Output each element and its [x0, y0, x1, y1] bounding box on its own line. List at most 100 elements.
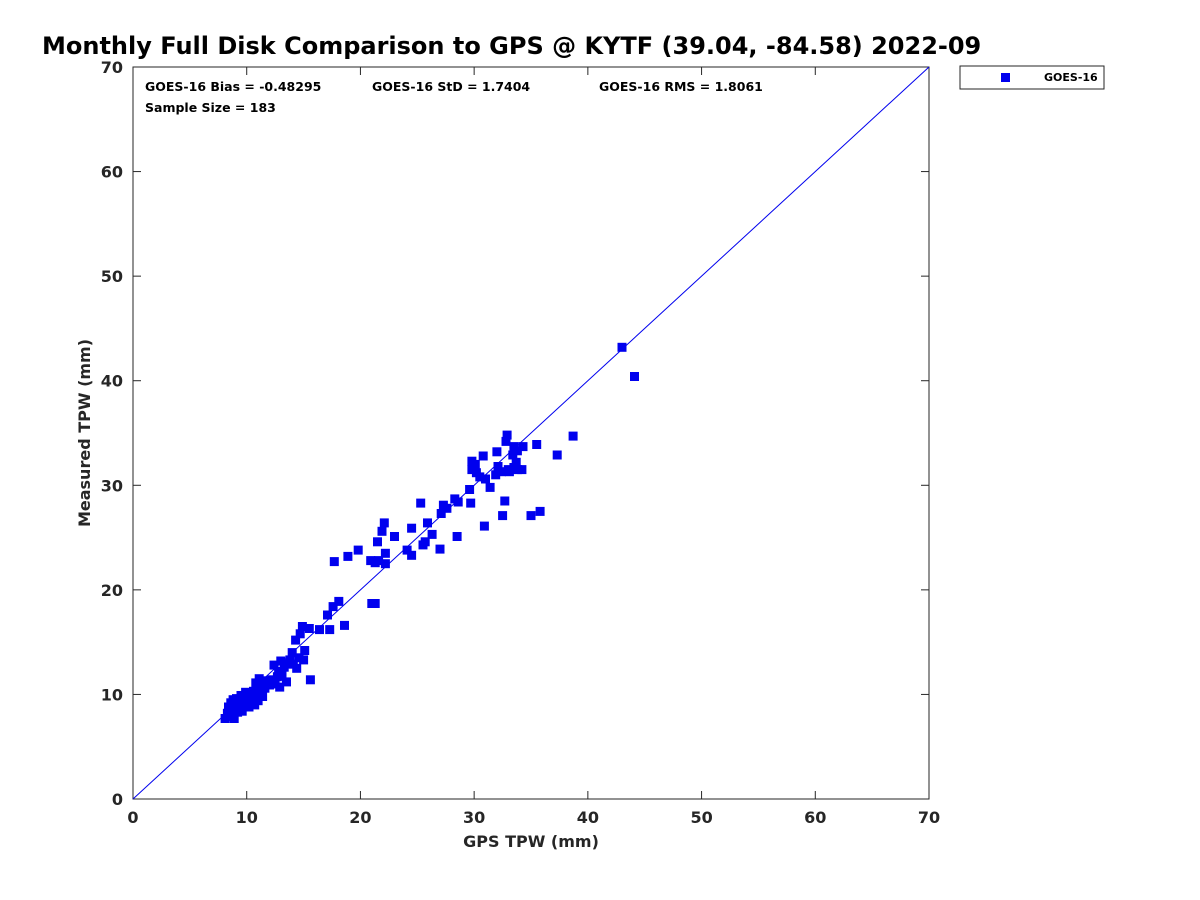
data-point	[498, 511, 508, 521]
stat-sample-size: Sample Size = 183	[145, 100, 276, 115]
data-point	[508, 450, 518, 460]
data-point	[265, 680, 274, 690]
data-point	[407, 523, 417, 533]
data-point	[323, 610, 332, 620]
data-point	[481, 474, 490, 484]
data-point	[526, 511, 536, 521]
data-point	[617, 342, 627, 352]
data-point	[287, 648, 297, 658]
data-point	[237, 706, 247, 716]
data-point	[465, 485, 475, 494]
data-point	[229, 714, 239, 723]
data-point	[501, 436, 511, 446]
y-tick-label: 10	[101, 685, 123, 704]
data-point	[304, 624, 314, 633]
data-point	[258, 692, 268, 701]
data-point	[295, 629, 305, 639]
data-point	[244, 702, 254, 712]
data-point	[377, 526, 387, 536]
x-axis-label: GPS TPW (mm)	[463, 832, 599, 851]
data-point	[236, 691, 246, 700]
data-point	[328, 602, 338, 612]
data-point	[260, 683, 270, 693]
y-tick-label: 50	[101, 267, 123, 286]
data-point	[427, 529, 437, 539]
x-tick-label: 30	[463, 808, 485, 827]
data-point	[502, 430, 512, 440]
data-point	[453, 497, 463, 507]
chart-title: Monthly Full Disk Comparison to GPS @ KY…	[42, 32, 981, 60]
data-point	[329, 557, 339, 567]
x-tick-label: 60	[804, 808, 826, 827]
stat-std: GOES-16 StD = 1.7404	[372, 79, 530, 94]
data-point	[475, 472, 485, 482]
data-point	[370, 599, 380, 608]
data-point	[442, 503, 452, 513]
data-point	[512, 446, 522, 456]
data-point	[518, 442, 528, 452]
data-point	[485, 482, 495, 492]
data-point	[305, 675, 315, 685]
data-point	[435, 544, 445, 554]
data-point	[270, 679, 280, 689]
legend-box	[959, 65, 1105, 90]
data-point	[277, 671, 287, 681]
data-point	[511, 457, 521, 467]
data-point	[269, 660, 279, 670]
data-point	[254, 674, 264, 684]
data-point	[517, 465, 527, 475]
y-tick-label: 40	[101, 372, 123, 391]
x-tick-label: 40	[577, 808, 599, 827]
data-point	[340, 620, 349, 630]
data-point	[452, 532, 462, 541]
data-point	[272, 672, 282, 682]
x-tick-label: 20	[349, 808, 371, 827]
y-tick-label: 60	[101, 163, 123, 182]
data-point	[315, 625, 324, 635]
data-point	[294, 653, 304, 663]
data-point	[380, 548, 390, 558]
data-point	[420, 537, 430, 547]
data-point	[493, 462, 503, 471]
legend-label: GOES-16	[1044, 71, 1098, 84]
data-point	[478, 451, 488, 461]
data-point	[466, 498, 476, 508]
x-tick-label: 0	[127, 808, 138, 827]
data-point	[568, 431, 578, 441]
data-point	[334, 596, 344, 606]
data-point	[379, 518, 389, 528]
stat-rms: GOES-16 RMS = 1.8061	[599, 79, 763, 94]
data-point	[532, 440, 542, 449]
data-point	[436, 509, 446, 518]
x-tick-label: 10	[236, 808, 258, 827]
data-point	[292, 663, 302, 673]
data-point	[552, 450, 562, 460]
data-point	[374, 556, 384, 566]
data-point	[492, 447, 502, 457]
data-point	[407, 550, 417, 560]
data-point	[276, 656, 286, 666]
y-tick-label: 20	[101, 581, 123, 600]
data-point	[300, 646, 310, 655]
data-point	[353, 545, 363, 555]
data-point	[496, 467, 506, 477]
data-point	[390, 532, 399, 541]
data-point	[291, 635, 301, 645]
data-point	[220, 714, 230, 723]
data-points	[220, 342, 639, 723]
data-point	[282, 677, 291, 687]
data-point	[343, 551, 353, 561]
data-point	[325, 625, 335, 635]
y-axis-label: Measured TPW (mm)	[75, 339, 94, 527]
data-point	[535, 506, 545, 516]
data-point	[275, 682, 285, 692]
data-point	[423, 518, 432, 528]
legend: GOES-16	[959, 65, 1105, 90]
data-point	[630, 372, 639, 381]
data-point	[299, 655, 309, 665]
axis-ticks: 0 10 20 30 40 50 60 70 0 10 20 30 40 50 60 70	[101, 58, 940, 827]
data-point	[380, 559, 390, 569]
x-tick-label: 70	[918, 808, 940, 827]
data-point	[373, 537, 382, 547]
